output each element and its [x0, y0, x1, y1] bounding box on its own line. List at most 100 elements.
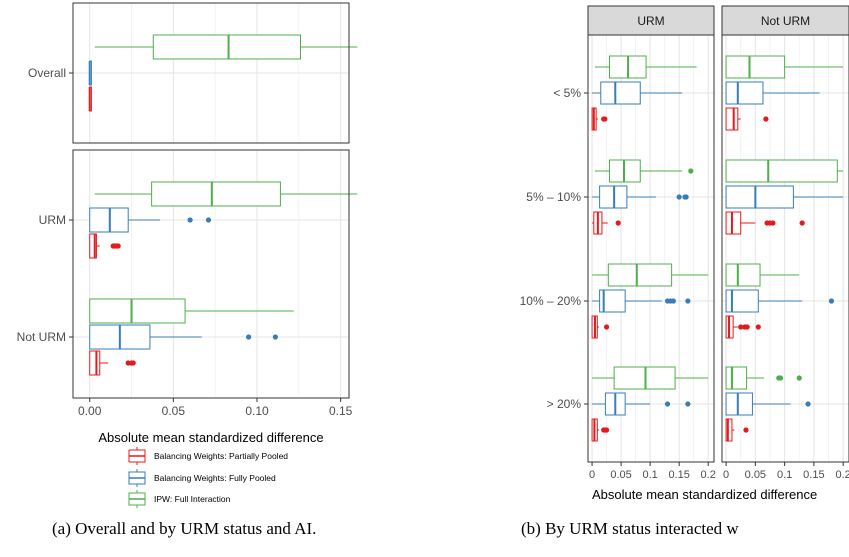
- box: [599, 289, 626, 313]
- box-partial: [592, 211, 621, 235]
- outlier-point: [688, 168, 694, 174]
- box-partial: [89, 233, 121, 259]
- box-fully: [592, 289, 691, 313]
- box-ipw: [94, 181, 358, 207]
- outlier-point: [685, 298, 691, 304]
- outlier-point: [670, 298, 676, 304]
- x-axis-label: Absolute mean standardized difference: [592, 487, 817, 502]
- box: [725, 55, 786, 79]
- box-ipw: [725, 159, 844, 183]
- box-partial: [591, 107, 608, 131]
- y-tick-label: Not URM: [17, 330, 66, 344]
- outlier-point: [603, 324, 610, 330]
- box: [89, 350, 101, 376]
- x-tick-label: 0.05: [745, 469, 766, 481]
- box-fully: [725, 392, 811, 416]
- box-ipw: [725, 55, 844, 79]
- x-tick-label: 0.05: [162, 404, 186, 418]
- outlier-point: [272, 334, 278, 340]
- box-fully: [725, 185, 844, 209]
- outlier-point: [755, 324, 761, 330]
- y-tick-label: > 20%: [547, 397, 582, 411]
- box: [725, 366, 748, 390]
- box: [152, 34, 301, 60]
- box-partial: [591, 315, 610, 339]
- x-tick-label: 0.1: [642, 469, 657, 481]
- outlier-point: [115, 243, 121, 249]
- box-partial: [725, 211, 805, 235]
- x-tick-label: 0.15: [803, 469, 824, 481]
- x-tick-label: 0.00: [78, 404, 102, 418]
- x-tick-label: 0.05: [610, 469, 631, 481]
- x-tick-label: 0.2: [701, 469, 716, 481]
- outlier-point: [603, 427, 610, 433]
- box-ipw: [725, 263, 800, 287]
- box-fully: [725, 289, 835, 313]
- x-axis-label: Absolute mean standardized difference: [98, 430, 323, 445]
- legend-label: Balancing Weights: Fully Pooled: [154, 473, 276, 483]
- legend-label: IPW: Full Interaction: [154, 494, 231, 504]
- outlier-point: [685, 401, 691, 407]
- box-ipw: [725, 366, 802, 390]
- box: [725, 263, 761, 287]
- x-tick-label: 0: [589, 469, 595, 481]
- outlier-point: [796, 375, 802, 381]
- outlier-point: [683, 194, 689, 200]
- caption-b: (b) By URM status interacted w: [521, 519, 739, 538]
- box: [89, 298, 186, 324]
- box-fully: [592, 185, 689, 209]
- outlier-point: [602, 116, 608, 122]
- box: [725, 185, 794, 209]
- facet-strip: [721, 5, 849, 36]
- outlier-point: [187, 217, 193, 223]
- outlier-point: [744, 324, 750, 330]
- legend-label: Balancing Weights: Partially Pooled: [154, 451, 288, 461]
- outlier-point: [777, 375, 784, 381]
- box: [725, 289, 759, 313]
- outlier-point: [130, 360, 136, 366]
- box-ipw: [592, 263, 709, 287]
- box: [725, 107, 739, 131]
- y-tick-label: < 5%: [553, 86, 581, 100]
- y-tick-label: 10% – 20%: [520, 294, 582, 308]
- outlier-point: [763, 116, 769, 122]
- box-partial: [725, 107, 769, 131]
- y-tick-label: 5% – 10%: [526, 190, 581, 204]
- box: [607, 263, 673, 287]
- box-partial: [725, 315, 761, 339]
- box: [600, 81, 641, 105]
- legend-item-fully: [128, 469, 146, 487]
- box-partial: [88, 86, 92, 112]
- facet-strip-label: Not URM: [761, 14, 810, 28]
- x-tick-label: 0.10: [245, 404, 269, 418]
- box-ipw: [594, 55, 697, 79]
- box: [725, 81, 764, 105]
- box: [725, 211, 742, 235]
- box: [725, 392, 753, 416]
- x-tick-label: 0.15: [668, 469, 689, 481]
- outlier-point: [205, 217, 212, 223]
- y-tick-label: URM: [39, 213, 66, 227]
- box: [151, 181, 281, 207]
- panel-border: [72, 149, 350, 399]
- box-ipw: [89, 298, 294, 324]
- x-tick-label: 0.2: [835, 469, 849, 481]
- x-tick-label: 0.1: [777, 469, 792, 481]
- box-fully: [725, 81, 820, 105]
- x-tick-label: 0: [723, 469, 729, 481]
- box: [725, 418, 733, 442]
- outlier-point: [615, 220, 621, 226]
- box: [725, 159, 838, 183]
- y-tick-label: Overall: [28, 66, 66, 80]
- box-fully: [89, 207, 212, 233]
- panel-border: [587, 34, 715, 463]
- box: [89, 233, 97, 259]
- x-tick-label: 0.15: [329, 404, 353, 418]
- box-fully: [89, 324, 278, 350]
- legend-item-ipw: [128, 490, 146, 508]
- outlier-point: [828, 298, 835, 304]
- outlier-point: [770, 220, 776, 226]
- outlier-point: [799, 220, 805, 226]
- box-fully: [592, 81, 683, 105]
- panel-border: [721, 34, 849, 463]
